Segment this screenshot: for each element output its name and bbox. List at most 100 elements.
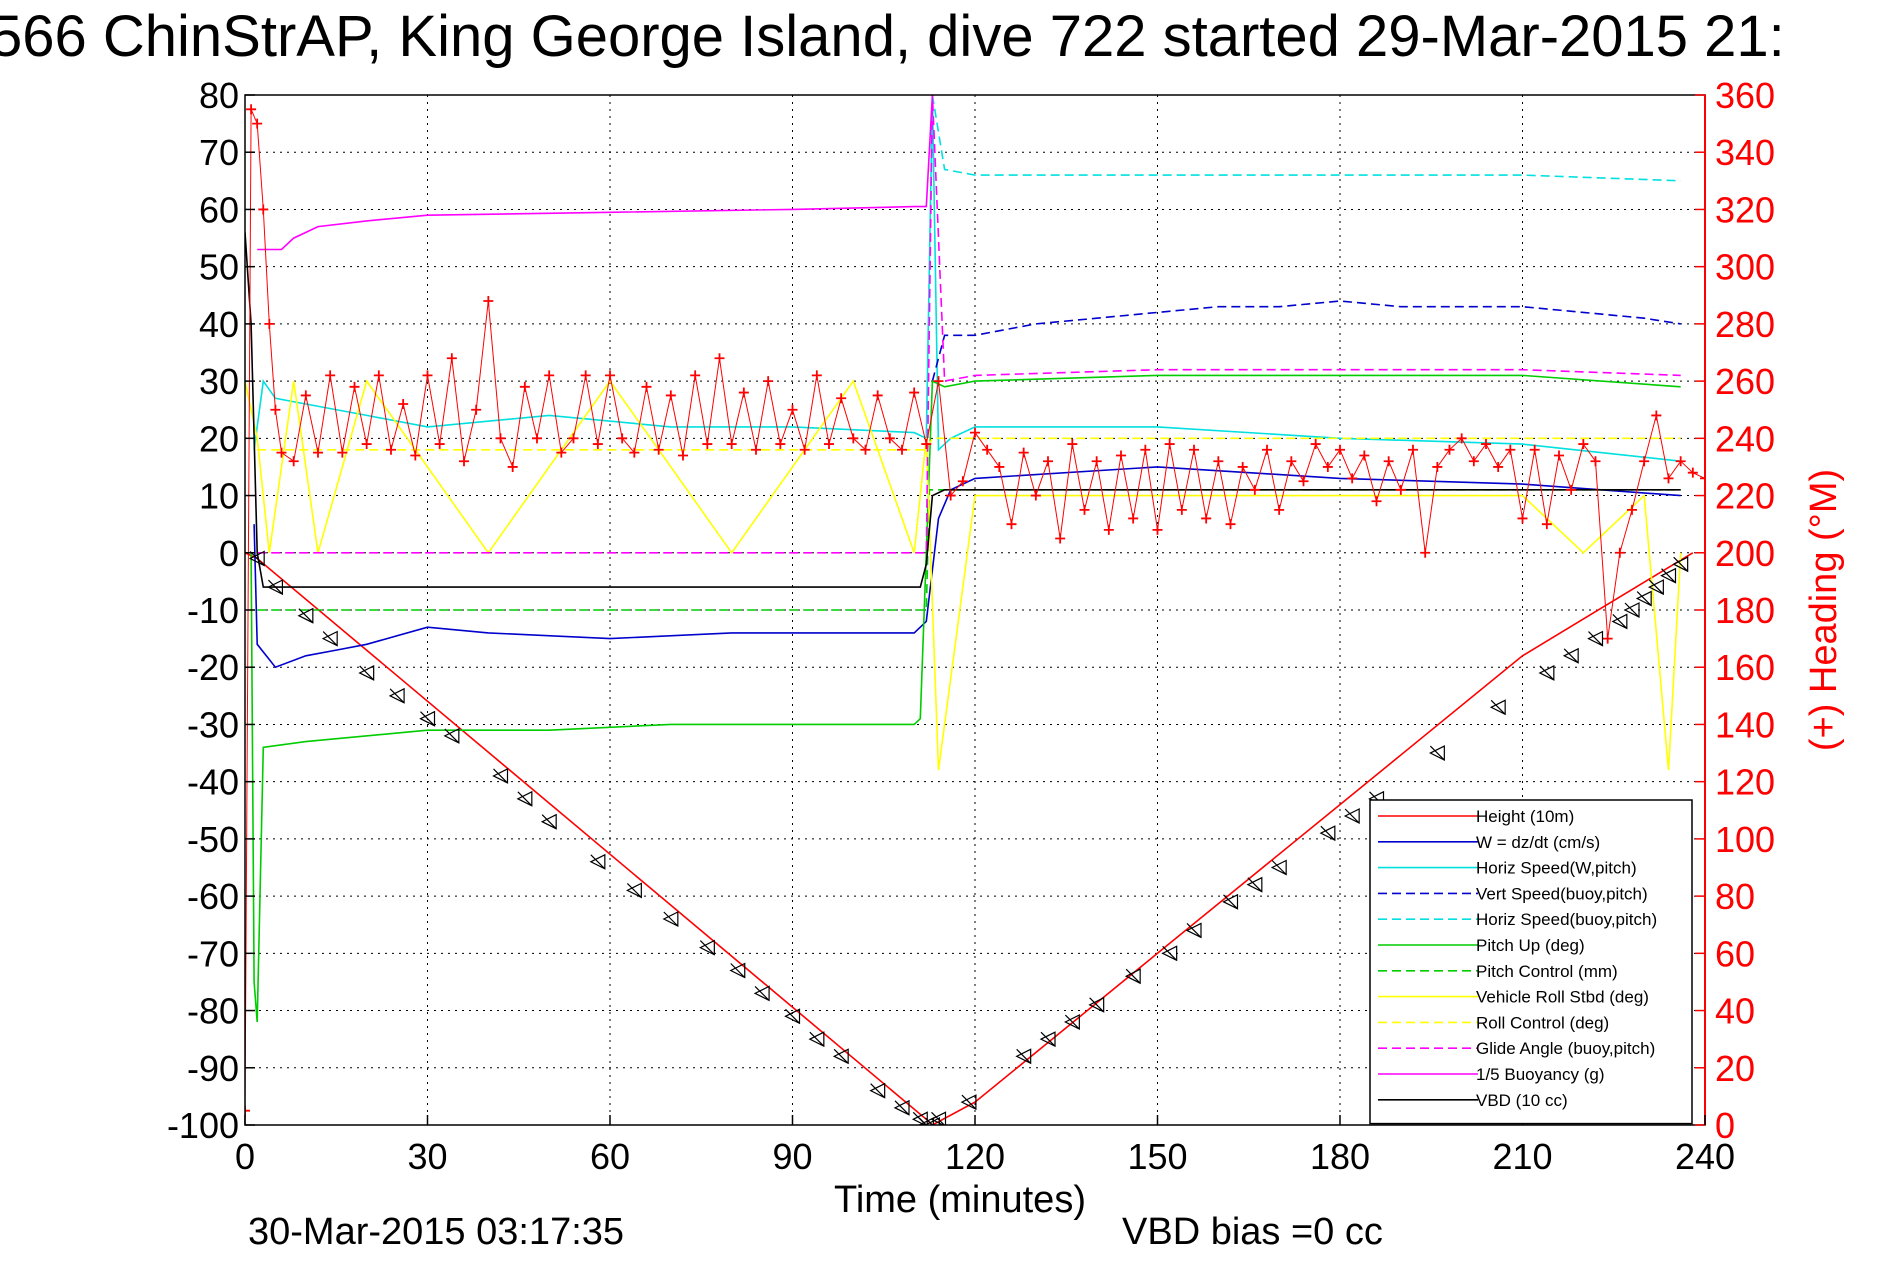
heading-point <box>665 390 676 401</box>
legend-label: 1/5 Buoyancy (g) <box>1476 1065 1605 1084</box>
heading-point <box>1456 433 1467 444</box>
heading-point <box>1371 496 1382 507</box>
heading-point <box>787 404 798 415</box>
right-tick-label: 200 <box>1715 533 1775 574</box>
y-tick-label: 0 <box>219 533 239 574</box>
y-tick-label: -60 <box>187 876 239 917</box>
triangle-marker <box>625 882 642 899</box>
triangle-marker <box>924 1117 941 1125</box>
heading-point <box>1602 633 1613 644</box>
heading-point <box>1675 456 1686 467</box>
heading-point <box>714 353 725 364</box>
heading-point <box>726 439 737 450</box>
heading-point <box>836 393 847 404</box>
series-line-7 <box>245 379 1682 771</box>
y-tick-label: -80 <box>187 991 239 1032</box>
heading-point <box>1517 513 1528 524</box>
heading-point <box>1335 444 1345 455</box>
heading-point <box>246 104 257 115</box>
heading-point <box>605 370 615 381</box>
y-tick-label: -10 <box>187 590 239 631</box>
right-tick-label: 100 <box>1715 819 1775 860</box>
heading-point <box>288 456 299 467</box>
triangle-marker <box>516 790 533 807</box>
triangle-marker <box>443 727 460 744</box>
triangle-marker <box>388 687 405 704</box>
heading-point <box>897 444 907 455</box>
heading-point <box>471 404 482 415</box>
legend-label: Height (10m) <box>1476 807 1574 826</box>
triangle-marker <box>1623 602 1640 618</box>
heading-point <box>349 381 360 392</box>
heading-point <box>1189 444 1199 455</box>
right-tick-label: 260 <box>1715 361 1775 402</box>
triangle-marker <box>1587 630 1604 647</box>
heading-point <box>434 439 445 450</box>
right-tick-label: 280 <box>1715 304 1775 345</box>
legend-label: Pitch Up (deg) <box>1476 936 1585 955</box>
heading-point <box>1310 439 1321 450</box>
heading-point <box>994 461 1005 472</box>
heading-point <box>933 376 944 387</box>
heading-point <box>824 439 834 450</box>
heading-point <box>921 439 932 450</box>
heading-point <box>446 353 457 364</box>
heading-point <box>1529 444 1540 455</box>
footer-vbd-bias: VBD bias =0 cc <box>1122 1211 1383 1253</box>
heading-point <box>1006 519 1017 530</box>
heading-point <box>1493 461 1504 472</box>
legend-label: Pitch Control (mm) <box>1476 962 1618 981</box>
heading-point <box>532 433 542 444</box>
triangle-marker <box>321 630 338 647</box>
heading-point <box>1164 439 1175 450</box>
triangle-marker <box>753 985 770 1002</box>
triangle-marker <box>784 1008 801 1025</box>
y-tick-label: -30 <box>187 704 239 745</box>
heading-point <box>495 433 506 444</box>
legend-label: Horiz Speed(buoy,pitch) <box>1476 910 1657 929</box>
heading-point <box>1444 444 1455 455</box>
heading-point <box>507 461 518 472</box>
heading-point <box>970 427 980 438</box>
heading-point <box>544 370 555 381</box>
x-tick-label: 60 <box>590 1136 630 1177</box>
heading-point <box>398 399 409 409</box>
heading-point <box>811 370 822 381</box>
heading-point <box>1152 524 1163 535</box>
legend-label: Vehicle Roll Stbd (deg) <box>1476 988 1649 1007</box>
y-tick-label: -90 <box>187 1048 239 1089</box>
triangle-marker <box>1635 590 1652 607</box>
heading-point <box>300 390 311 401</box>
triangle-marker <box>662 911 679 927</box>
heading-point <box>848 433 859 444</box>
heading-point <box>799 444 810 455</box>
right-tick-label: 340 <box>1715 132 1775 173</box>
heading-point <box>556 447 567 458</box>
legend-label: Vert Speed(buoy,pitch) <box>1476 884 1648 903</box>
heading-point <box>1128 513 1139 524</box>
y-tick-label: 20 <box>199 418 239 459</box>
heading-point <box>386 444 396 455</box>
x-axis-ticks: 0 30 60 90 120 150 180 210 240 <box>235 1115 1735 1177</box>
heading-point <box>1590 456 1601 467</box>
heading-point <box>258 204 269 215</box>
triangle-marker <box>248 550 265 567</box>
triangle-marker <box>960 1094 977 1111</box>
y-tick-label: -50 <box>187 819 239 860</box>
y-tick-label: -40 <box>187 762 239 803</box>
right-tick-label: 180 <box>1715 590 1775 631</box>
triangle-marker <box>1319 825 1336 842</box>
heading-point <box>1055 533 1066 544</box>
y-tick-label: 40 <box>199 304 239 345</box>
heading-point <box>1347 473 1358 484</box>
heading-point <box>1225 519 1236 530</box>
heading-point <box>1140 444 1151 455</box>
heading-point <box>580 370 591 381</box>
x-tick-label: 30 <box>407 1136 447 1177</box>
triangle-marker <box>698 939 715 956</box>
heading-point <box>1322 461 1333 472</box>
heading-point <box>1286 456 1297 467</box>
heading-point <box>1079 504 1090 515</box>
heading-point <box>702 439 713 450</box>
heading-point <box>1627 504 1637 515</box>
